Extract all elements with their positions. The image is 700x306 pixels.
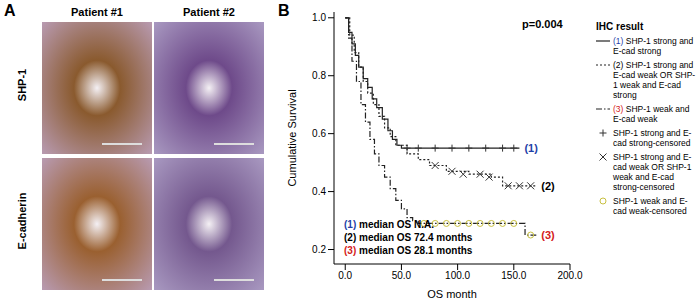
html-text:B: B xyxy=(278,2,290,19)
svg-text:(1): (1) xyxy=(524,142,538,154)
svg-text:100.0: 100.0 xyxy=(445,270,470,281)
html-text:(1) median OS N.A.: (1) median OS N.A. xyxy=(344,219,434,230)
svg-text:50.0: 50.0 xyxy=(392,270,412,281)
html-text:SHP-1 weak and E-cad weak-cens: SHP-1 weak and E-cad weak-censored xyxy=(613,196,688,216)
svg-text:OS month: OS month xyxy=(427,288,477,300)
html-text:A: A xyxy=(4,2,16,19)
svg-text:200.0: 200.0 xyxy=(557,270,582,281)
html-text:SHP-1 strong and E-cad weak OR: SHP-1 strong and E-cad weak OR SHP-1 wea… xyxy=(613,152,692,192)
svg-text:150.0: 150.0 xyxy=(501,270,526,281)
svg-text:(2): (2) xyxy=(541,180,555,192)
svg-text:1.0: 1.0 xyxy=(312,12,326,23)
svg-text:0.6: 0.6 xyxy=(312,128,326,139)
html-text:SHP-1 strong and E-cad strong-: SHP-1 strong and E-cad strong-censored xyxy=(613,128,692,148)
html-text:SHP-1: SHP-1 xyxy=(16,68,28,102)
svg-text:0.0: 0.0 xyxy=(338,270,352,281)
html-text:(2) SHP-1 strong and E-cad wea: (2) SHP-1 strong and E-cad weak OR SHP-1… xyxy=(613,60,696,100)
svg-text:0.2: 0.2 xyxy=(312,244,326,255)
html-text:IHC result: IHC result xyxy=(596,21,644,32)
html-text:E-cadherin: E-cadherin xyxy=(16,192,28,250)
html-text:Patient #1: Patient #1 xyxy=(71,6,123,18)
html-text:p=0.004: p=0.004 xyxy=(522,18,563,30)
html-text:(3) SHP-1 weak and E-cad weak: (3) SHP-1 weak and E-cad weak xyxy=(613,104,690,124)
html-text:Patient #2: Patient #2 xyxy=(183,6,235,18)
svg-text:(3): (3) xyxy=(541,229,555,241)
html-text:(3) median OS 28.1 months: (3) median OS 28.1 months xyxy=(344,245,473,256)
html-text:(1) SHP-1 strong and E-cad str: (1) SHP-1 strong and E-cad strong xyxy=(613,36,694,56)
svg-text:0.8: 0.8 xyxy=(312,70,326,81)
svg-text:Cumulative Survival: Cumulative Survival xyxy=(286,89,298,186)
svg-text:0.4: 0.4 xyxy=(312,186,326,197)
html-text:(2) median OS 72.4 months: (2) median OS 72.4 months xyxy=(344,232,473,243)
